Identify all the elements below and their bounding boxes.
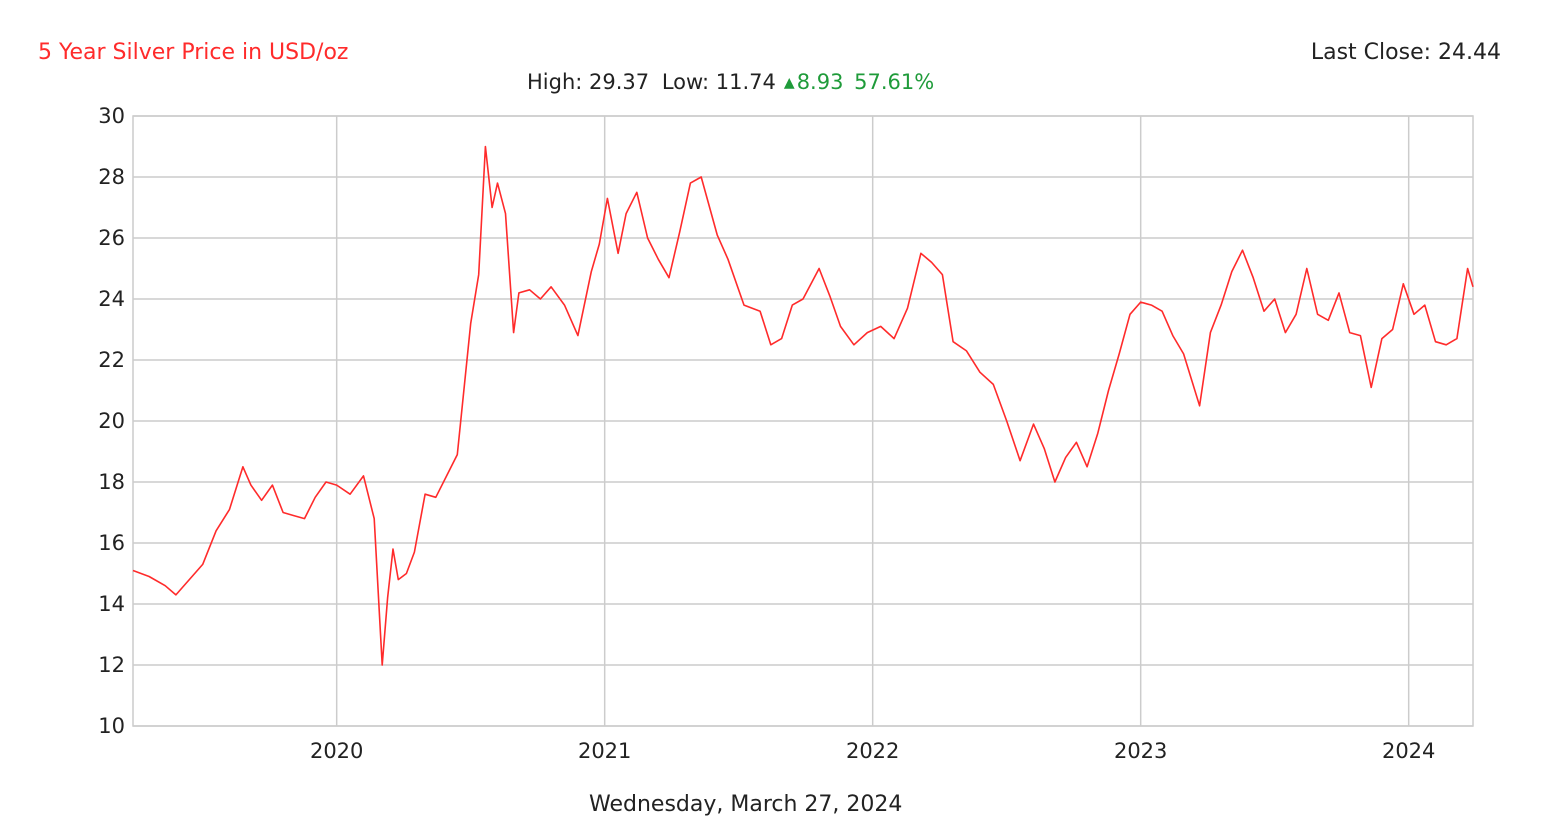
y-tick-label: 30 <box>98 104 125 128</box>
x-tick-label: 2023 <box>1114 739 1167 763</box>
y-tick-label: 14 <box>98 592 125 616</box>
up-arrow-icon: ▲ <box>783 75 795 91</box>
date-label: Wednesday, March 27, 2024 <box>589 792 903 817</box>
x-tick-label: 2024 <box>1382 739 1435 763</box>
y-tick-label: 20 <box>98 409 125 433</box>
y-tick-label: 22 <box>98 348 125 372</box>
chart-title: 5 Year Silver Price in USD/oz <box>38 40 349 65</box>
price-series-line <box>132 145 1474 666</box>
grid-lines <box>132 115 1474 727</box>
y-tick-label: 28 <box>98 165 125 189</box>
high-value: High: 29.37 <box>527 70 650 94</box>
y-tick-label: 24 <box>98 287 125 311</box>
y-tick-label: 12 <box>98 653 125 677</box>
y-tick-label: 26 <box>98 226 125 250</box>
x-tick-label: 2022 <box>846 739 899 763</box>
y-tick-label: 18 <box>98 470 125 494</box>
x-tick-label: 2021 <box>578 739 631 763</box>
low-value: Low: 11.74 <box>661 70 776 94</box>
x-tick-label: 2020 <box>310 739 363 763</box>
price-stats: High: 29.37 Low: 11.74 ▲8.93 57.61% <box>527 70 934 94</box>
y-tick-label: 10 <box>98 714 125 738</box>
series-group <box>132 145 1474 666</box>
last-close-label: Last Close: 24.44 <box>1310 40 1501 65</box>
change-percent: 57.61% <box>854 70 935 94</box>
y-tick-label: 16 <box>98 531 125 555</box>
change-value: 8.93 <box>796 70 844 94</box>
